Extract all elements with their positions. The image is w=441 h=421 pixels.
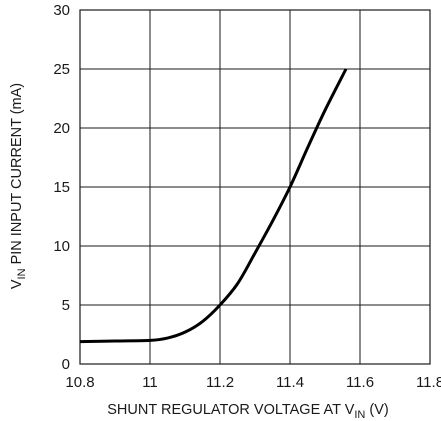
y-tick-label: 10 <box>53 238 70 255</box>
x-tick-label: 11.8 <box>416 374 441 391</box>
x-tick-label: 10.8 <box>65 374 94 391</box>
series-line <box>79 68 348 344</box>
tick-labels: 10.8 11 11.2 11.4 11.6 11.8 0 5 10 15 20 25 30 <box>53 2 441 391</box>
plot-area <box>79 68 348 344</box>
plot-frame <box>79 9 431 365</box>
y-tick-label: 20 <box>53 120 70 137</box>
x-axis-title: SHUNT REGULATOR VOLTAGE AT VIN (V) <box>107 402 388 421</box>
y-axis-title: VIN PIN INPUT CURRENT (mA) <box>9 83 28 289</box>
x-tick-label: 11.6 <box>346 374 374 391</box>
y-tick-label: 15 <box>53 179 70 196</box>
y-tick-label: 0 <box>62 356 70 373</box>
x-tick-label: 11.2 <box>206 374 234 391</box>
y-tick-label: 30 <box>53 2 70 19</box>
x-tick-label: 11.4 <box>276 374 304 391</box>
grid <box>79 9 431 365</box>
x-tick-label: 11 <box>142 374 158 391</box>
y-tick-label: 5 <box>62 297 70 314</box>
y-tick-label: 25 <box>53 61 70 78</box>
